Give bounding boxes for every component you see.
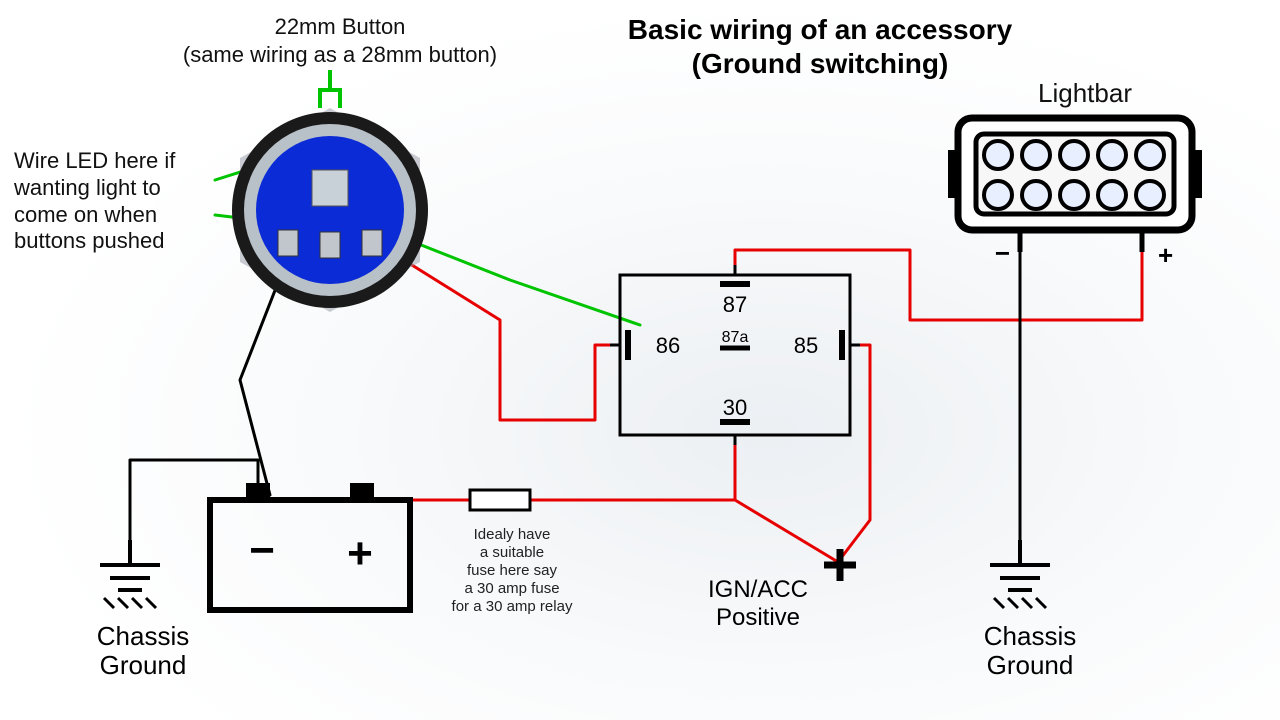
lightbar-led bbox=[984, 181, 1012, 209]
button-to-relay86-red bbox=[383, 247, 620, 420]
lightbar-neg-mark: − bbox=[995, 238, 1010, 268]
relay-pin-30: 30 bbox=[723, 395, 747, 420]
ground-right-label: Chassis Ground bbox=[960, 622, 1100, 679]
ground-right-symbol bbox=[990, 540, 1050, 608]
relay-pin-86: 86 bbox=[656, 333, 680, 358]
title-line1: Basic wiring of an accessory bbox=[560, 14, 1080, 46]
battery-pos-symbol: + bbox=[347, 529, 373, 578]
lightbar-led bbox=[1022, 141, 1050, 169]
title-line2: (Ground switching) bbox=[560, 48, 1080, 80]
relay-pin-87: 87 bbox=[723, 292, 747, 317]
button-symbol bbox=[232, 70, 428, 312]
fuse-note: Idealy have a suitable fuse here say a 3… bbox=[442, 526, 582, 616]
relay-symbol: 87 87a 86 85 30 bbox=[610, 265, 860, 445]
lightbar-led bbox=[1098, 141, 1126, 169]
lightbar-led bbox=[1060, 141, 1088, 169]
ign-label: IGN/ACC Positive bbox=[688, 576, 828, 631]
lightbar-symbol: − + bbox=[948, 118, 1202, 270]
relay-pin-87a: 87a bbox=[722, 329, 749, 346]
lightbar-label: Lightbar bbox=[1010, 78, 1160, 109]
lightbar-led bbox=[984, 141, 1012, 169]
lightbar-led bbox=[1136, 181, 1164, 209]
ground-left-symbol bbox=[100, 540, 160, 608]
battery-neg-symbol: − bbox=[249, 526, 275, 575]
lightbar-led bbox=[1060, 181, 1088, 209]
lightbar-pos-mark: + bbox=[1158, 240, 1173, 270]
battery-symbol: − + bbox=[210, 483, 410, 610]
button-label-1: 22mm Button bbox=[180, 14, 500, 40]
button-label-2: (same wiring as a 28mm button) bbox=[140, 42, 540, 68]
lightbar-led bbox=[1136, 141, 1164, 169]
led-note: Wire LED here if wanting light to come o… bbox=[14, 148, 224, 255]
relay30-branch-to-ign bbox=[735, 500, 838, 562]
fuse-symbol bbox=[470, 490, 530, 510]
fuse-to-relay30 bbox=[530, 440, 735, 500]
lightbar-led bbox=[1022, 181, 1050, 209]
ground-left-label: Chassis Ground bbox=[78, 622, 208, 679]
lightbar-led bbox=[1098, 181, 1126, 209]
relay-pin-85: 85 bbox=[794, 333, 818, 358]
ign-plus-symbol bbox=[824, 549, 856, 581]
